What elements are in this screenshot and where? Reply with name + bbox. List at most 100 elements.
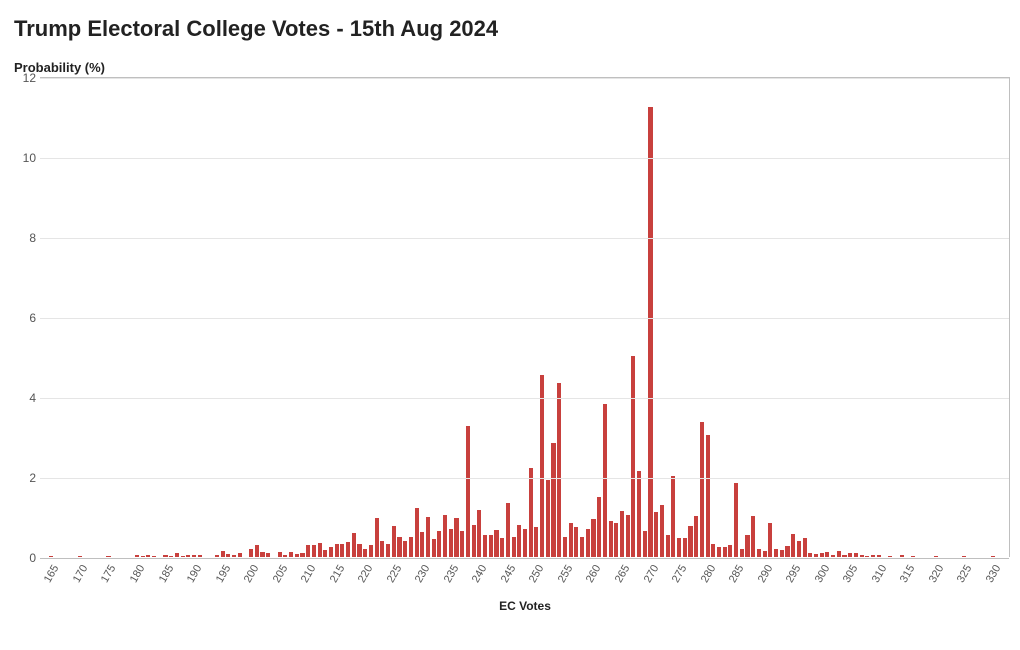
bar bbox=[694, 516, 698, 557]
bar bbox=[260, 552, 264, 557]
bar bbox=[403, 541, 407, 557]
bar bbox=[386, 544, 390, 557]
bar bbox=[723, 547, 727, 557]
bar bbox=[295, 554, 299, 557]
x-tick-label: 285 bbox=[727, 563, 747, 585]
bar bbox=[842, 555, 846, 557]
bar bbox=[489, 535, 493, 557]
bar bbox=[688, 526, 692, 557]
x-tick-label: 310 bbox=[870, 563, 890, 585]
bar bbox=[654, 512, 658, 557]
plot-area: 024681012 bbox=[40, 77, 1010, 557]
bar bbox=[648, 107, 652, 557]
bar bbox=[569, 523, 573, 557]
bar bbox=[900, 555, 904, 557]
bar bbox=[443, 515, 447, 557]
bar bbox=[837, 551, 841, 557]
bar bbox=[666, 535, 670, 557]
bar bbox=[677, 538, 681, 557]
bar bbox=[820, 553, 824, 557]
bar bbox=[683, 538, 687, 557]
bar bbox=[540, 375, 544, 557]
x-tick-label: 265 bbox=[613, 563, 633, 585]
bar bbox=[962, 556, 966, 557]
bar bbox=[934, 556, 938, 557]
bar bbox=[312, 545, 316, 557]
bar bbox=[871, 555, 875, 557]
bar bbox=[814, 554, 818, 557]
bar bbox=[432, 539, 436, 557]
bar bbox=[785, 546, 789, 557]
bar bbox=[711, 544, 715, 557]
x-tick-label: 240 bbox=[470, 563, 490, 585]
x-tick-label: 170 bbox=[71, 563, 91, 585]
bar bbox=[734, 483, 738, 557]
bar bbox=[637, 471, 641, 557]
bar bbox=[888, 556, 892, 557]
y-tick-label: 6 bbox=[12, 311, 36, 325]
bar bbox=[603, 404, 607, 557]
bar bbox=[369, 545, 373, 557]
bar bbox=[289, 552, 293, 557]
x-tick-label: 270 bbox=[641, 563, 661, 585]
y-tick-label: 10 bbox=[12, 151, 36, 165]
bar bbox=[546, 480, 550, 557]
chart-title: Trump Electoral College Votes - 15th Aug… bbox=[14, 16, 1010, 42]
bar bbox=[397, 537, 401, 557]
bar bbox=[591, 519, 595, 557]
bar bbox=[266, 553, 270, 557]
y-gridline bbox=[40, 398, 1009, 399]
bar bbox=[283, 555, 287, 557]
bar bbox=[745, 535, 749, 557]
bar bbox=[426, 517, 430, 557]
bar bbox=[335, 544, 339, 557]
x-tick-label: 235 bbox=[442, 563, 462, 585]
x-tick-label: 280 bbox=[698, 563, 718, 585]
bar bbox=[706, 435, 710, 557]
bar bbox=[135, 555, 139, 557]
bar bbox=[221, 551, 225, 557]
bar bbox=[466, 426, 470, 557]
bar bbox=[523, 529, 527, 557]
bar bbox=[232, 555, 236, 557]
x-tick-label: 210 bbox=[299, 563, 319, 585]
bar bbox=[352, 533, 356, 557]
y-tick-label: 0 bbox=[12, 551, 36, 565]
bar bbox=[671, 476, 675, 557]
bar bbox=[454, 518, 458, 557]
bar bbox=[78, 556, 82, 557]
bar bbox=[141, 556, 145, 557]
bar bbox=[865, 556, 869, 557]
chart-wrap: 024681012 EC Votes 165170175180185190195… bbox=[10, 77, 1010, 557]
y-gridline bbox=[40, 158, 1009, 159]
bar bbox=[500, 538, 504, 557]
y-tick-label: 4 bbox=[12, 391, 36, 405]
bar bbox=[529, 468, 533, 557]
bar bbox=[780, 550, 784, 557]
bar bbox=[198, 555, 202, 557]
bar bbox=[551, 443, 555, 557]
bar bbox=[580, 537, 584, 557]
bar bbox=[877, 555, 881, 557]
bar bbox=[437, 531, 441, 557]
bar bbox=[380, 541, 384, 557]
bar bbox=[768, 523, 772, 557]
bar bbox=[238, 553, 242, 557]
bar bbox=[620, 511, 624, 557]
bar bbox=[278, 552, 282, 557]
bar bbox=[597, 497, 601, 557]
bar bbox=[415, 508, 419, 557]
bar bbox=[152, 556, 156, 557]
x-tick-label: 245 bbox=[499, 563, 519, 585]
bar bbox=[803, 538, 807, 557]
bar bbox=[991, 556, 995, 557]
bar bbox=[181, 556, 185, 557]
bar bbox=[700, 422, 704, 557]
bar bbox=[643, 531, 647, 557]
x-tick-label: 190 bbox=[185, 563, 205, 585]
bar bbox=[848, 553, 852, 557]
y-axis-label: Probability (%) bbox=[14, 60, 1010, 75]
x-tick-label: 330 bbox=[984, 563, 1004, 585]
x-tick-label: 320 bbox=[927, 563, 947, 585]
x-tick-label: 300 bbox=[813, 563, 833, 585]
